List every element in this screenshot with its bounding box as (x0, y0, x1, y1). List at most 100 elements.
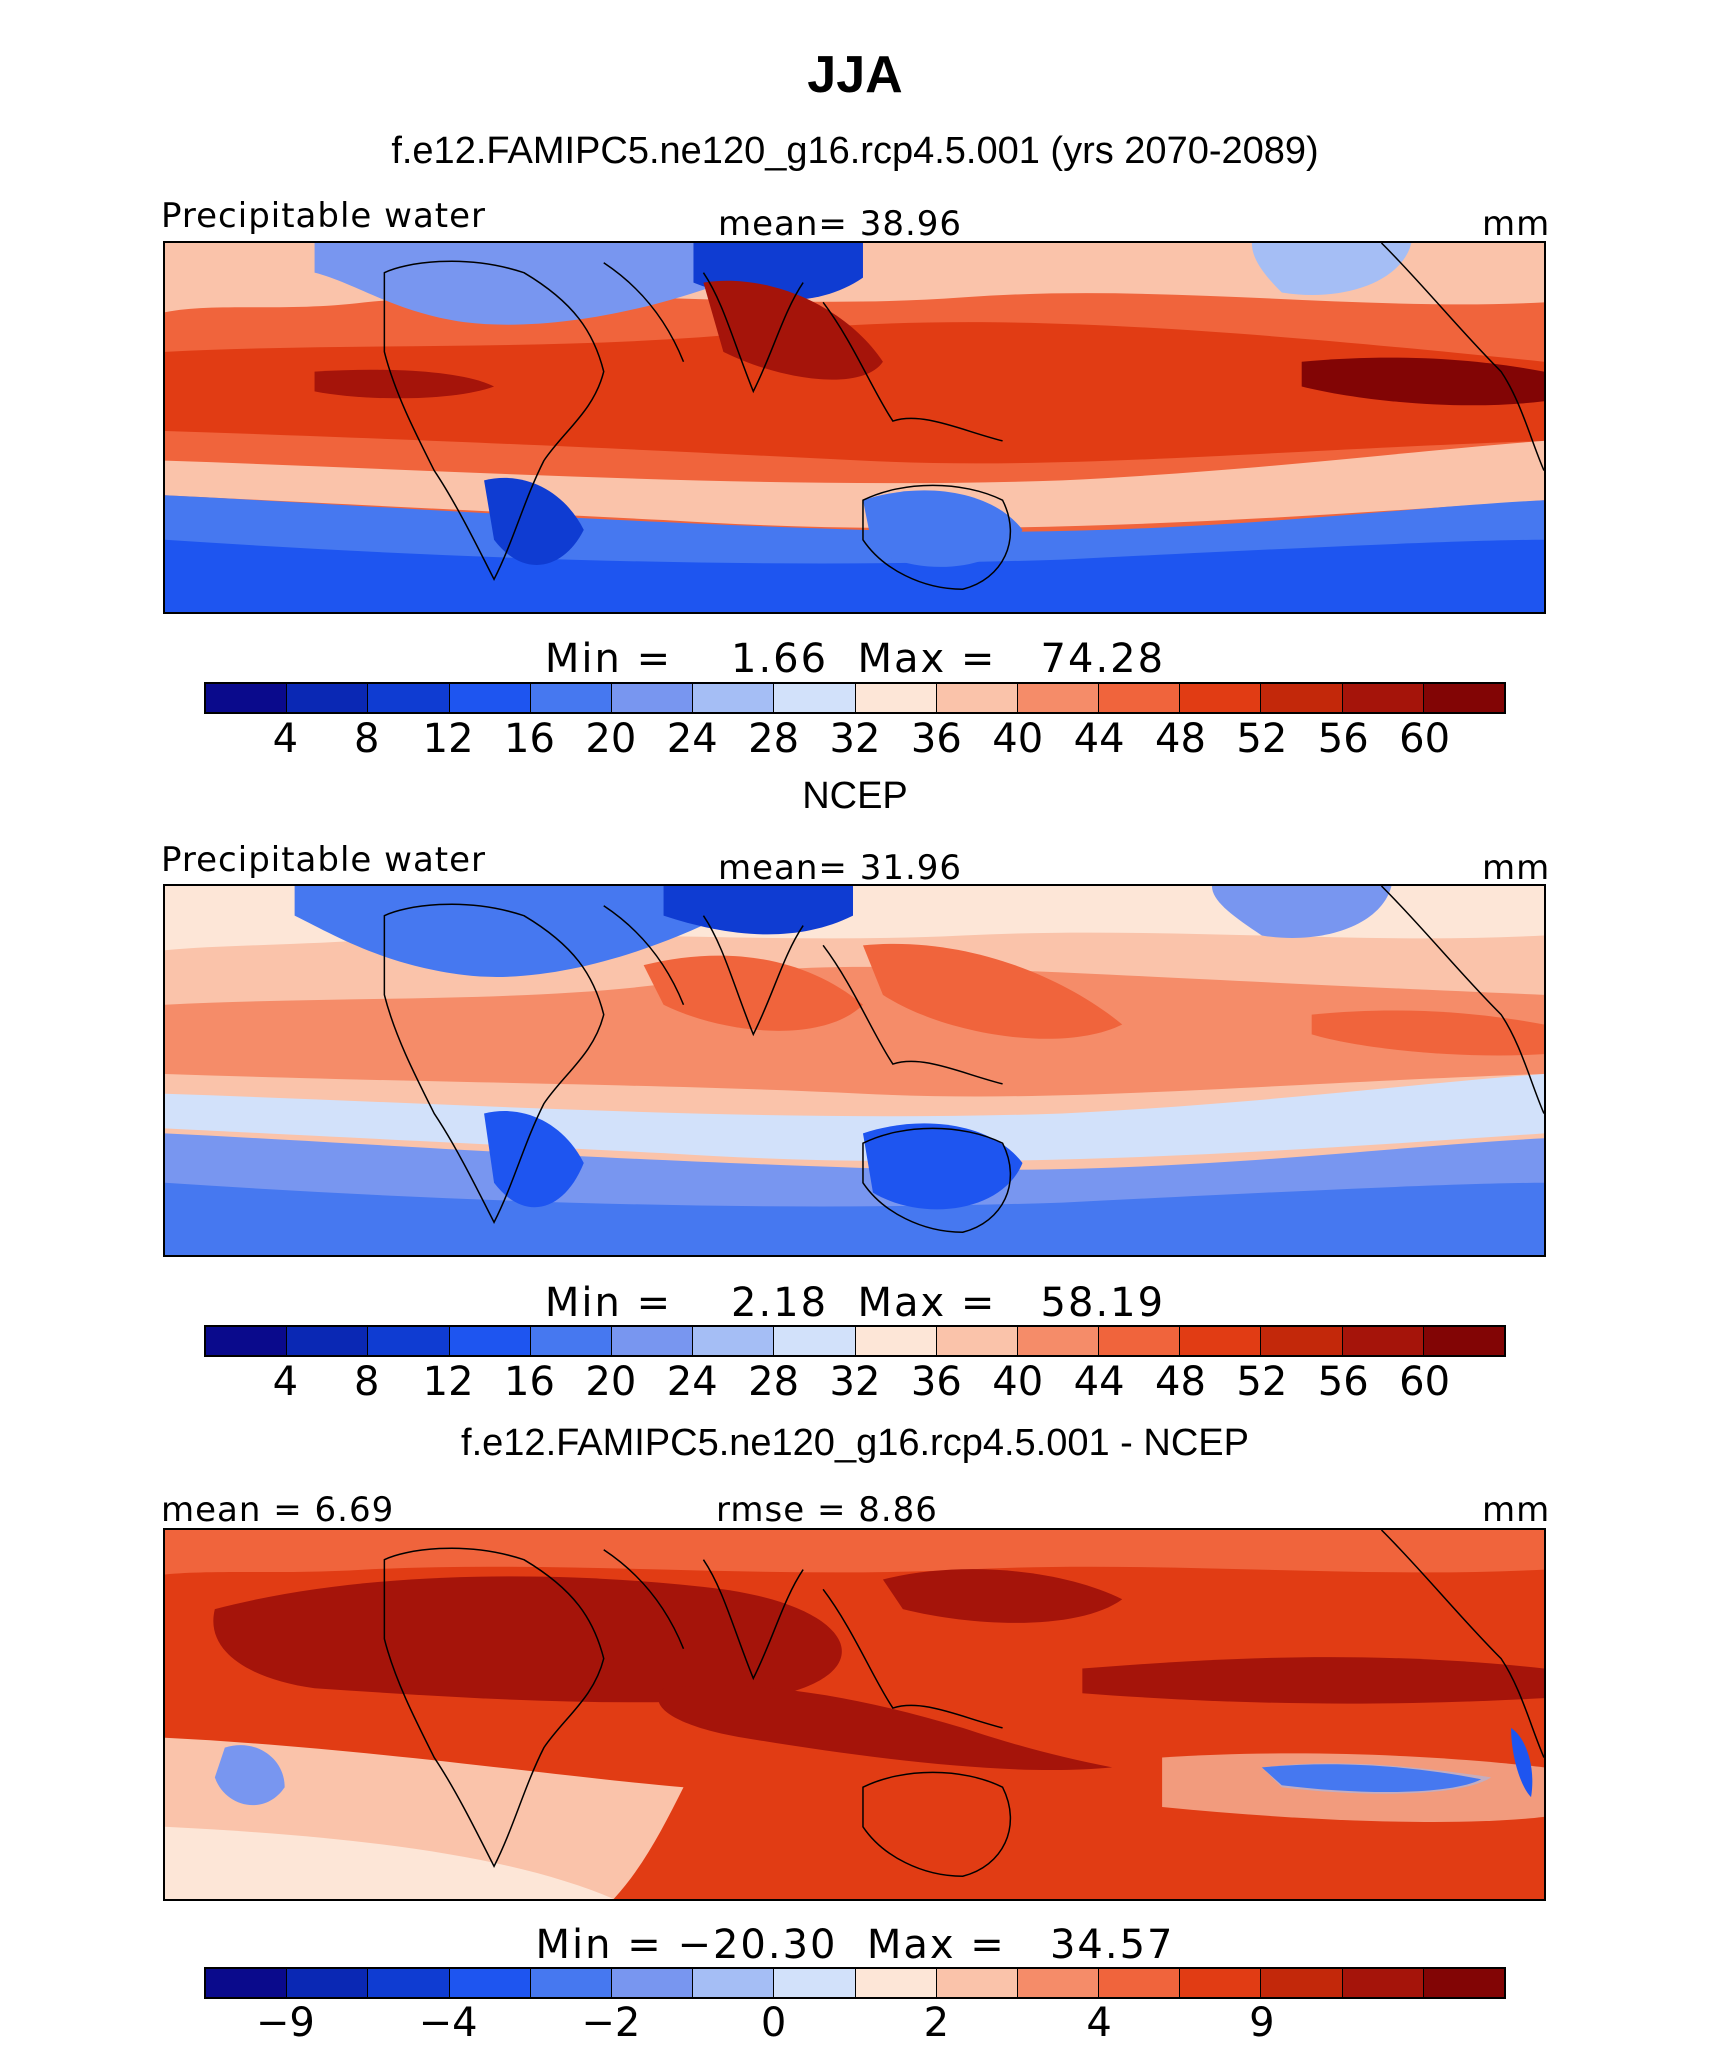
colorbar-box (206, 684, 288, 712)
colorbar-box (1342, 1969, 1424, 1997)
colorbar-box (1180, 684, 1262, 712)
colorbar-box (936, 684, 1018, 712)
panel-3-mean-label: mean = 6.69 (161, 1490, 395, 1530)
colorbar-tick-label: 56 (1317, 1359, 1369, 1405)
colorbar-tick-label: 52 (1236, 1359, 1288, 1405)
colorbar-tick-label: 28 (748, 1359, 800, 1405)
colorbar-box (1017, 1327, 1100, 1355)
colorbar-box (1099, 1327, 1181, 1355)
colorbar-box (855, 1327, 937, 1355)
colorbar-tick-label: 60 (1399, 1359, 1451, 1405)
colorbar-tick-label: −2 (581, 2000, 641, 2046)
colorbar-tick-label: 8 (354, 1359, 380, 1405)
colorbar-tick-label: 2 (923, 2000, 950, 2046)
panel-3-colorbar (204, 1967, 1506, 1999)
panel-2-colorbar (204, 1325, 1506, 1357)
colorbar-tick-label: 32 (829, 1359, 881, 1405)
colorbar-tick-label: 48 (1155, 716, 1206, 762)
panel-1-mean-label: mean= 38.96 (718, 204, 963, 244)
panel-2-title: NCEP (802, 775, 908, 817)
panel-3-title: f.e12.FAMIPC5.ne120_g16.rcp4.5.001 - NCE… (461, 1422, 1249, 1464)
colorbar-box (855, 684, 937, 712)
colorbar-tick-label: 52 (1236, 716, 1288, 762)
colorbar-tick-label: 16 (504, 1359, 555, 1405)
panel-1-title: f.e12.FAMIPC5.ne120_g16.rcp4.5.001 (yrs … (391, 130, 1319, 172)
colorbar-box (693, 1969, 775, 1997)
colorbar-tick-label: 4 (272, 716, 299, 762)
colorbar-tick-label: 12 (422, 1359, 474, 1405)
colorbar-tick-label: 16 (504, 716, 555, 762)
colorbar-box (774, 1969, 856, 1997)
colorbar-box (1423, 684, 1504, 712)
colorbar-box (530, 684, 612, 712)
colorbar-tick-label: 40 (992, 716, 1044, 762)
colorbar-tick-label: 20 (585, 1359, 637, 1405)
colorbar-box (1423, 1327, 1504, 1355)
panel-1-colorbar-ticks: 4 8 12 16 20 24 28 32 36 40 44 48 52 56 60 (204, 716, 1506, 762)
colorbar-box (1180, 1969, 1262, 1997)
panel-2-variable-label: Precipitable water (161, 840, 487, 880)
colorbar-tick-label: 32 (829, 716, 881, 762)
colorbar-tick-label: 24 (666, 1359, 718, 1405)
colorbar-tick-label: 36 (910, 1359, 962, 1405)
colorbar-box (1342, 1327, 1424, 1355)
colorbar-box (530, 1969, 612, 1997)
panel-3-rmse-label: rmse = 8.86 (716, 1490, 938, 1530)
figure-title: JJA (807, 46, 903, 104)
colorbar-box (368, 1327, 450, 1355)
colorbar-box (1261, 1327, 1343, 1355)
colorbar-box (1423, 1969, 1504, 1997)
colorbar-box (1261, 1969, 1343, 1997)
colorbar-box (936, 1327, 1018, 1355)
colorbar-tick-label: 8 (354, 716, 380, 762)
panel-3-colorbar-ticks: −9 −4 −2 0 2 4 9 (204, 2000, 1506, 2046)
colorbar-tick-label: 12 (422, 716, 474, 762)
colorbar-box (206, 1969, 288, 1997)
colorbar-box (287, 1327, 369, 1355)
colorbar-tick-label: −9 (255, 2000, 315, 2046)
ncep-precipitable-water-map (163, 884, 1546, 1257)
colorbar-tick-label: 9 (1249, 2000, 1275, 2046)
colorbar-tick-label: 48 (1155, 1359, 1206, 1405)
colorbar-tick-label: 24 (666, 716, 718, 762)
colorbar-box (1180, 1327, 1262, 1355)
panel-2-min-max: Min = 2.18 Max = 58.19 (544, 1280, 1166, 1326)
colorbar-tick-label: 4 (1086, 2000, 1112, 2046)
colorbar-box (611, 1327, 694, 1355)
colorbar-box (1017, 1969, 1100, 1997)
colorbar-box (287, 684, 369, 712)
colorbar-tick-label: 28 (748, 716, 800, 762)
colorbar-box (855, 1969, 937, 1997)
colorbar-box (1261, 684, 1343, 712)
colorbar-box (774, 1327, 856, 1355)
colorbar-box (1342, 684, 1424, 712)
colorbar-tick-label: 4 (272, 1359, 299, 1405)
panel-2-mean-label: mean= 31.96 (718, 848, 963, 888)
colorbar-tick-label: 20 (585, 716, 637, 762)
colorbar-tick-label: 44 (1073, 1359, 1125, 1405)
colorbar-box (1017, 684, 1100, 712)
colorbar-tick-label: 0 (760, 2000, 787, 2046)
colorbar-tick-label: 36 (910, 716, 962, 762)
colorbar-box (449, 1327, 531, 1355)
panel-2-units-label: mm (1482, 848, 1551, 888)
colorbar-tick-label: 44 (1073, 716, 1125, 762)
colorbar-box (449, 684, 531, 712)
colorbar-box (206, 1327, 288, 1355)
colorbar-box (287, 1969, 369, 1997)
colorbar-tick-label: 60 (1399, 716, 1451, 762)
colorbar-tick-label: 56 (1317, 716, 1369, 762)
panel-3-min-max: Min = −20.30 Max = 34.57 (535, 1922, 1175, 1968)
colorbar-box (611, 1969, 694, 1997)
colorbar-box (693, 1327, 775, 1355)
colorbar-box (1099, 1969, 1181, 1997)
colorbar-box (936, 1969, 1018, 1997)
colorbar-box (693, 684, 775, 712)
colorbar-box (774, 684, 856, 712)
panel-1-colorbar (204, 682, 1506, 714)
panel-1-variable-label: Precipitable water (161, 196, 487, 236)
panel-1-units-label: mm (1482, 204, 1551, 244)
colorbar-box (611, 684, 694, 712)
panel-3-units-label: mm (1482, 1490, 1551, 1530)
colorbar-tick-label: 40 (992, 1359, 1044, 1405)
